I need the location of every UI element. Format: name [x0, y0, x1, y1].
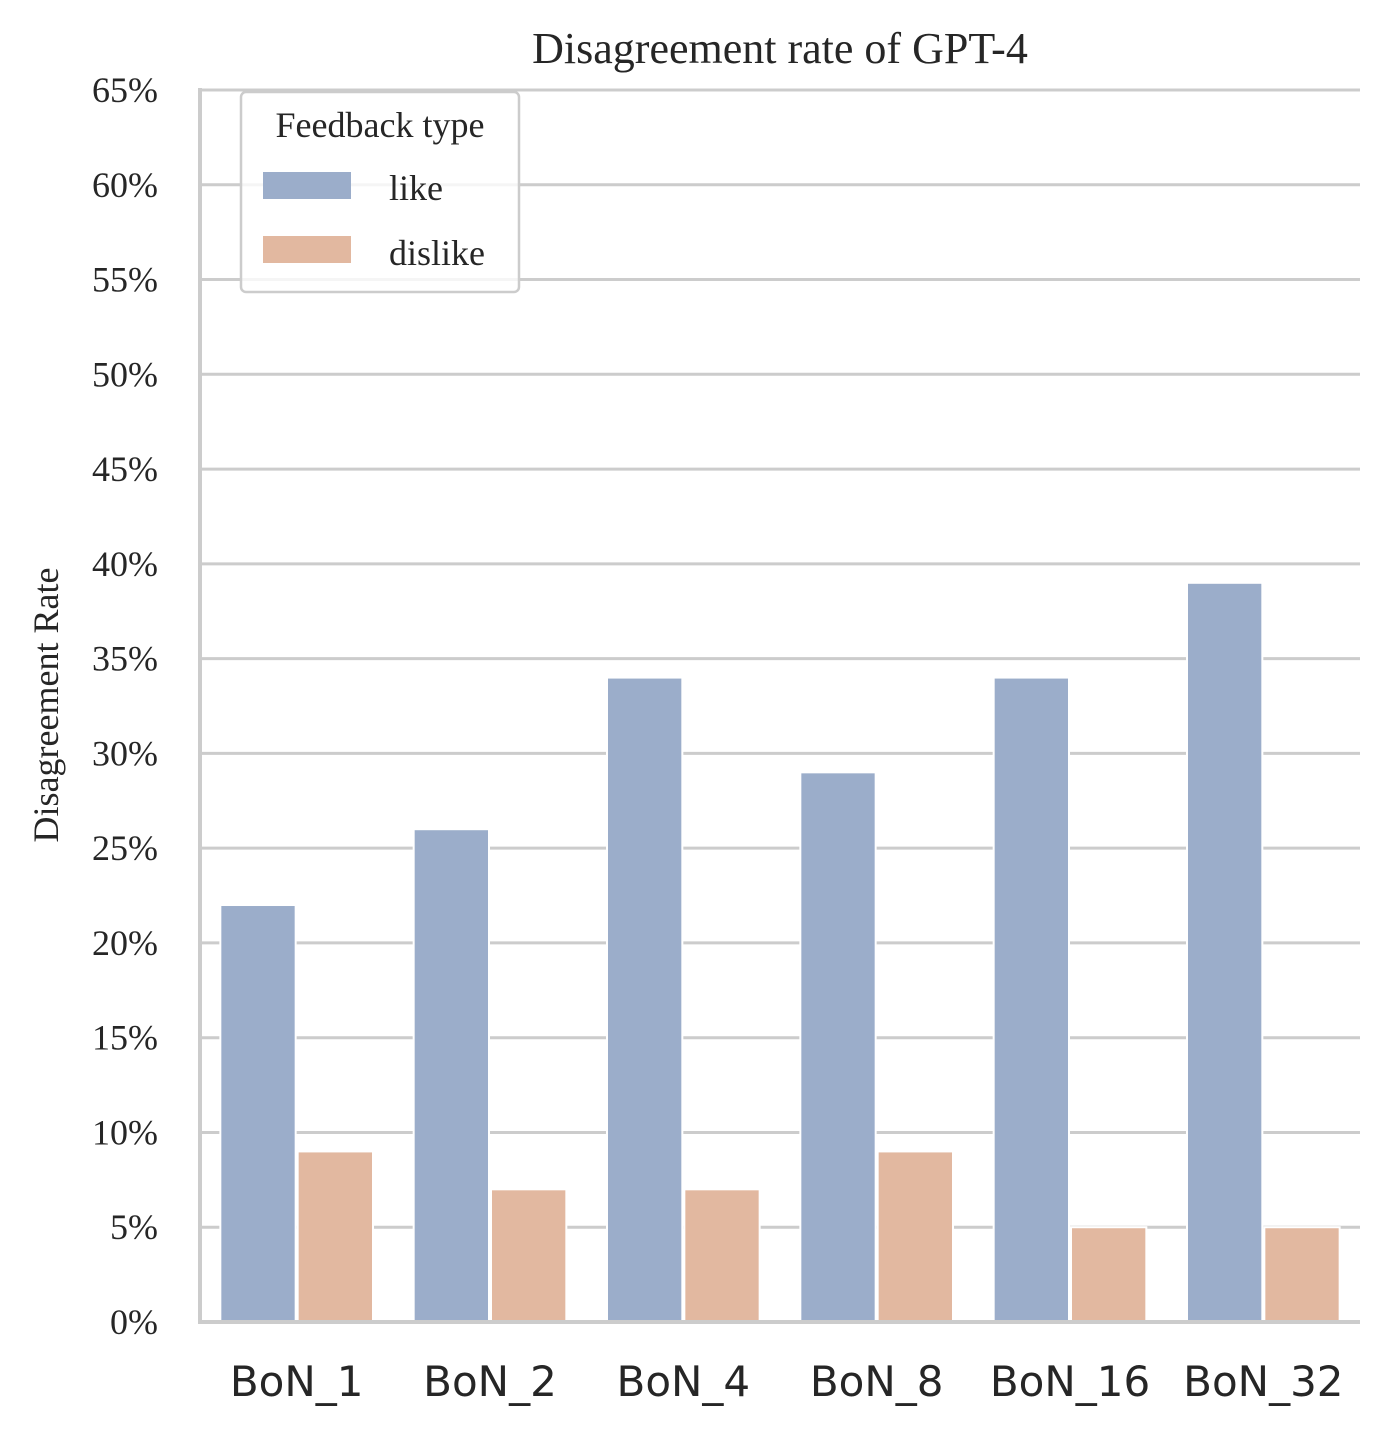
bars — [219, 581, 1341, 1324]
y-tick-label-40: 40% — [92, 544, 158, 584]
x-tick-label-BoN_32: BoN_32 — [1183, 1357, 1343, 1406]
y-tick-label-15: 15% — [92, 1018, 158, 1058]
legend-title: Feedback type — [276, 105, 485, 145]
bar-dislike-BoN_1 — [296, 1150, 374, 1324]
y-tick-label-0: 0% — [110, 1302, 158, 1342]
y-tick-label-5: 5% — [110, 1207, 158, 1247]
y-tick-label-60: 60% — [92, 165, 158, 205]
axes — [198, 88, 1360, 1324]
bar-like-BoN_8 — [799, 771, 877, 1323]
y-tick-label-35: 35% — [92, 639, 158, 679]
y-tick-label-65: 65% — [92, 70, 158, 110]
x-tick-label-BoN_4: BoN_4 — [617, 1357, 751, 1406]
y-tick-label-10: 10% — [92, 1112, 158, 1152]
bar-like-BoN_16 — [992, 676, 1071, 1323]
y-tick-label-45: 45% — [92, 449, 158, 489]
legend-label-like: like — [389, 168, 443, 208]
chart-title: Disagreement rate of GPT-4 — [532, 24, 1028, 73]
bar-like-BoN_1 — [219, 904, 297, 1323]
y-tick-label-30: 30% — [92, 733, 158, 773]
legend-label-dislike: dislike — [389, 233, 485, 273]
bar-dislike-BoN_16 — [1070, 1226, 1148, 1323]
x-tick-label-BoN_1: BoN_1 — [230, 1357, 364, 1406]
legend: Feedback type like dislike — [239, 90, 521, 294]
x-tick-label-BoN_2: BoN_2 — [423, 1357, 557, 1406]
x-tick-label-BoN_16: BoN_16 — [990, 1357, 1150, 1406]
y-tick-label-25: 25% — [92, 828, 158, 868]
bar-dislike-BoN_32 — [1263, 1226, 1341, 1323]
y-tick-label-50: 50% — [92, 354, 158, 394]
bar-like-BoN_2 — [412, 828, 490, 1323]
y-tick-labels: 0% 5% 10% 15% 20% 25% 30% 35% 40% 45% 50% 55% 60% 65% — [92, 70, 158, 1342]
legend-swatch-dislike — [263, 236, 351, 263]
bar-like-BoN_32 — [1186, 581, 1264, 1323]
y-tick-label-55: 55% — [92, 260, 158, 300]
bar-dislike-BoN_4 — [683, 1188, 761, 1324]
x-tick-label-BoN_8: BoN_8 — [810, 1357, 944, 1406]
y-axis-label: Disagreement Rate — [26, 568, 66, 843]
bar-dislike-BoN_2 — [490, 1188, 568, 1324]
x-tick-labels: BoN_1 BoN_2 BoN_4 BoN_8 BoN_16 BoN_32 — [230, 1357, 1344, 1406]
bar-like-BoN_4 — [606, 676, 684, 1323]
bar-dislike-BoN_8 — [876, 1150, 955, 1324]
legend-swatch-like — [263, 172, 351, 199]
y-tick-label-20: 20% — [92, 923, 158, 963]
